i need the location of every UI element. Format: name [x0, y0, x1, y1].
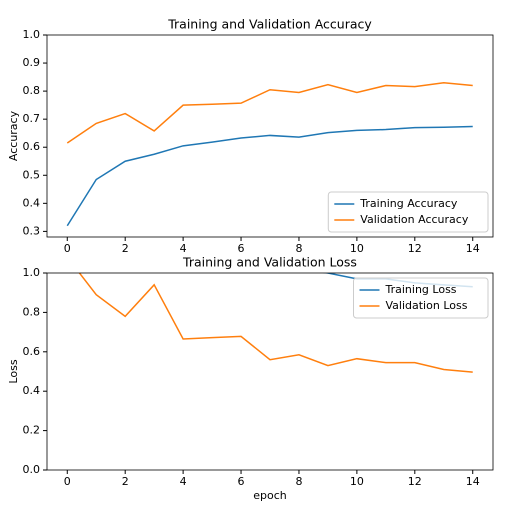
x-axis-label: epoch [253, 489, 287, 502]
y-tick-label: 0.7 [23, 112, 41, 125]
x-tick-label: 8 [295, 242, 302, 255]
plot-frame [46, 34, 494, 238]
x-tick-label: 4 [180, 475, 187, 488]
y-tick-label: 0.8 [23, 305, 41, 318]
x-tick-label: 2 [122, 475, 129, 488]
legend-label: Validation Loss [386, 299, 468, 312]
x-tick-label: 6 [238, 475, 245, 488]
chart-title: Training and Validation Loss [182, 255, 357, 270]
x-tick-label: 0 [64, 475, 71, 488]
x-tick-label: 12 [408, 242, 422, 255]
y-tick-label: 0.9 [23, 56, 41, 69]
x-tick-label: 8 [295, 475, 302, 488]
chart-title: Training and Validation Accuracy [167, 17, 372, 32]
y-tick-label: 0.8 [23, 84, 41, 97]
y-axis-label: Loss [7, 359, 20, 383]
data-line [66, 125, 473, 227]
y-tick-label: 0.0 [23, 463, 41, 476]
plot-frame [46, 272, 494, 471]
x-tick-label: 0 [64, 242, 71, 255]
legend-label: Training Loss [385, 283, 457, 296]
data-line [66, 81, 473, 144]
legend-label: Training Accuracy [359, 197, 458, 210]
x-tick-label: 6 [238, 242, 245, 255]
y-tick-label: 0.4 [23, 196, 41, 209]
y-tick-label: 0.5 [23, 168, 41, 181]
y-axis-label: Accuracy [7, 110, 20, 161]
legend-label: Validation Accuracy [360, 213, 469, 226]
x-tick-label: 2 [122, 242, 129, 255]
y-tick-label: 0.6 [23, 140, 41, 153]
y-tick-label: 0.6 [23, 345, 41, 358]
data-line [78, 273, 473, 373]
x-tick-label: 14 [466, 475, 480, 488]
legend-box [327, 191, 489, 233]
x-tick-label: 12 [408, 475, 422, 488]
x-tick-label: 14 [466, 242, 480, 255]
legend-box [353, 277, 489, 319]
x-tick-label: 10 [350, 242, 364, 255]
y-tick-label: 1.0 [23, 28, 41, 41]
y-tick-label: 0.4 [23, 384, 41, 397]
y-tick-label: 0.3 [23, 224, 41, 237]
y-tick-label: 0.2 [23, 424, 41, 437]
x-tick-label: 4 [180, 242, 187, 255]
x-tick-label: 10 [350, 475, 364, 488]
y-tick-label: 1.0 [23, 266, 41, 279]
